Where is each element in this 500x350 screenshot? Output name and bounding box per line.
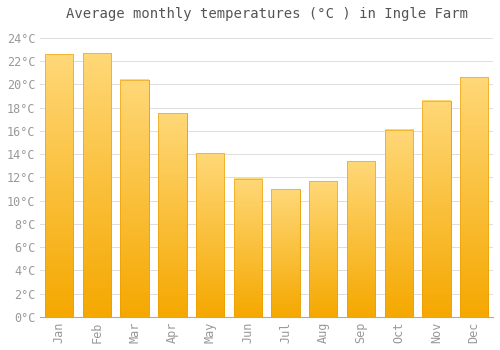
Bar (45, 54, 74, 317)
Bar (460, 77, 488, 317)
Bar (158, 113, 186, 317)
Bar (272, 189, 299, 317)
Title: Average monthly temperatures (°C ) in Ingle Farm: Average monthly temperatures (°C ) in In… (66, 7, 468, 21)
Bar (120, 80, 149, 317)
Bar (384, 130, 413, 317)
Bar (83, 53, 111, 317)
Bar (234, 178, 262, 317)
Bar (347, 161, 375, 317)
Bar (422, 101, 450, 317)
Bar (309, 181, 338, 317)
Bar (196, 153, 224, 317)
